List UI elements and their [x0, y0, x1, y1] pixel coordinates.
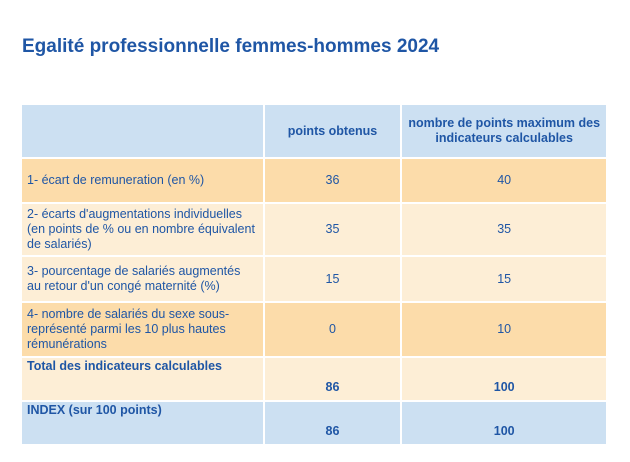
- table-header-row: points obtenus nombre de points maximum …: [20, 103, 608, 159]
- index-max: 100: [400, 400, 608, 446]
- row-max: 35: [400, 202, 608, 257]
- table-row: 3- pourcentage de salariés augmentés au …: [20, 255, 608, 303]
- row-max: 15: [400, 255, 608, 303]
- page-title: Egalité professionnelle femmes-hommes 20…: [22, 36, 440, 57]
- header-points-maximum: nombre de points maximum des indicateurs…: [400, 103, 608, 159]
- header-points-obtenus: points obtenus: [262, 103, 403, 159]
- table-row: 2- écarts d'augmentations individuelles …: [20, 202, 608, 257]
- index-row: INDEX (sur 100 points) 86 100: [20, 400, 608, 446]
- row-label: 4- nombre de salariés du sexe sous-repré…: [20, 301, 265, 358]
- total-row: Total des indicateurs calculables 86 100: [20, 356, 608, 402]
- index-table: points obtenus nombre de points maximum …: [20, 103, 608, 446]
- row-label: 2- écarts d'augmentations individuelles …: [20, 202, 265, 257]
- index-label: INDEX (sur 100 points): [20, 400, 265, 446]
- header-empty-cell: [20, 103, 265, 159]
- row-label: 1- écart de remuneration (en %): [20, 157, 265, 204]
- total-label: Total des indicateurs calculables: [20, 356, 265, 402]
- total-max: 100: [400, 356, 608, 402]
- table-row: 4- nombre de salariés du sexe sous-repré…: [20, 301, 608, 358]
- row-points: 35: [262, 202, 403, 257]
- row-points: 15: [262, 255, 403, 303]
- row-max: 40: [400, 157, 608, 204]
- row-points: 0: [262, 301, 403, 358]
- table-row: 1- écart de remuneration (en %) 36 40: [20, 157, 608, 204]
- row-max: 10: [400, 301, 608, 358]
- row-label: 3- pourcentage de salariés augmentés au …: [20, 255, 265, 303]
- row-points: 36: [262, 157, 403, 204]
- index-points: 86: [262, 400, 403, 446]
- total-points: 86: [262, 356, 403, 402]
